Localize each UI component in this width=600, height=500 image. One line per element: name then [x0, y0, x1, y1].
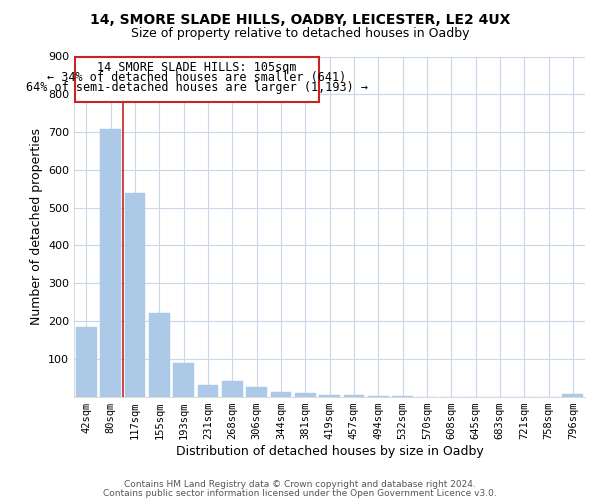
Text: Contains public sector information licensed under the Open Government Licence v3: Contains public sector information licen…	[103, 488, 497, 498]
Bar	[271, 392, 291, 396]
Text: Contains HM Land Registry data © Crown copyright and database right 2024.: Contains HM Land Registry data © Crown c…	[124, 480, 476, 489]
Text: ← 34% of detached houses are smaller (641): ← 34% of detached houses are smaller (64…	[47, 71, 347, 84]
Bar	[125, 192, 145, 396]
Bar	[76, 326, 97, 396]
Bar	[100, 130, 121, 396]
Text: Size of property relative to detached houses in Oadby: Size of property relative to detached ho…	[131, 28, 469, 40]
Bar	[319, 394, 340, 396]
Text: 64% of semi-detached houses are larger (1,193) →: 64% of semi-detached houses are larger (…	[26, 81, 368, 94]
Text: 14 SMORE SLADE HILLS: 105sqm: 14 SMORE SLADE HILLS: 105sqm	[97, 60, 297, 74]
Bar	[222, 382, 242, 396]
Bar	[173, 362, 194, 396]
FancyBboxPatch shape	[76, 56, 319, 102]
Bar	[562, 394, 583, 396]
Bar	[295, 393, 316, 396]
Bar	[149, 312, 170, 396]
Bar	[197, 385, 218, 396]
Bar	[246, 387, 267, 396]
X-axis label: Distribution of detached houses by size in Oadby: Distribution of detached houses by size …	[176, 444, 484, 458]
Text: 14, SMORE SLADE HILLS, OADBY, LEICESTER, LE2 4UX: 14, SMORE SLADE HILLS, OADBY, LEICESTER,…	[90, 12, 510, 26]
Y-axis label: Number of detached properties: Number of detached properties	[29, 128, 43, 325]
